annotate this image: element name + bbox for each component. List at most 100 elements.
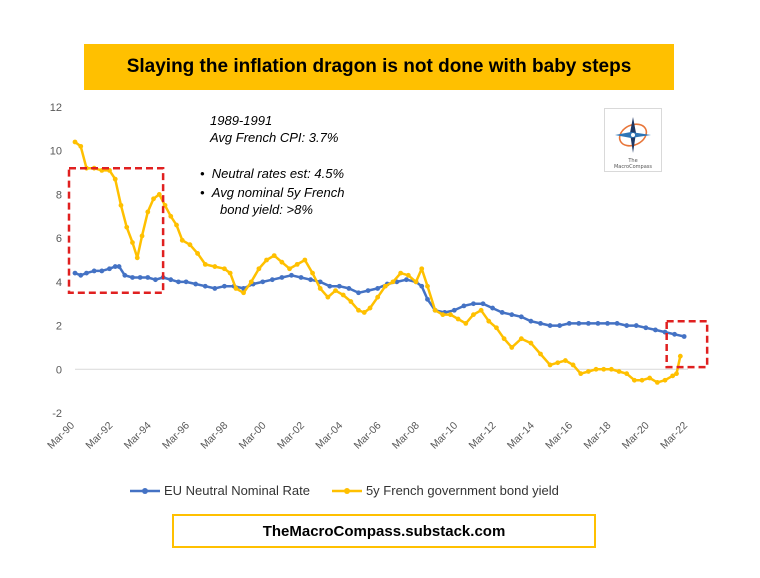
data-point-eu [681, 334, 687, 339]
data-point-eu [499, 310, 505, 315]
series-line-eu [74, 265, 685, 338]
x-tick-label: Mar-14 [505, 420, 537, 452]
data-point-fr [413, 279, 419, 285]
data-point-fr [78, 143, 84, 149]
data-point-fr [124, 224, 130, 230]
data-point-fr [528, 340, 534, 346]
data-point-fr [538, 351, 543, 357]
data-point-fr [174, 222, 179, 228]
data-point-eu [518, 314, 524, 320]
data-point-eu [84, 270, 89, 276]
annotation-bullet-1: • Neutral rates est: 4.5% [200, 166, 345, 181]
data-point-fr [325, 294, 331, 300]
data-point-eu [480, 301, 486, 307]
annotation-bullet-2: • Avg nominal 5y French [200, 185, 345, 200]
data-point-eu [99, 268, 105, 274]
data-point-eu [425, 296, 430, 302]
data-point-fr [662, 377, 668, 383]
annotation-period: 1989-1991 [210, 113, 273, 128]
data-point-eu [538, 320, 543, 326]
data-point-eu [672, 331, 677, 337]
data-point-eu [289, 272, 294, 278]
data-point-fr [375, 294, 381, 300]
data-point-eu [145, 275, 151, 280]
data-point-fr [340, 292, 346, 298]
data-point-fr [547, 362, 553, 368]
data-point-eu [116, 264, 122, 269]
data-point-fr [518, 336, 524, 342]
data-point-fr [212, 264, 218, 269]
data-point-fr [241, 290, 246, 296]
data-point-fr [398, 270, 404, 276]
data-point-fr [509, 345, 515, 350]
footer-url[interactable]: TheMacroCompass.substack.com [262, 522, 506, 540]
data-point-eu [202, 283, 208, 289]
chart-title-box: Slaying the inflation dragon is not done… [84, 44, 674, 90]
x-tick-label: Mar-18 [581, 420, 613, 452]
data-point-fr [248, 279, 254, 285]
x-tick-label: Mar-96 [160, 420, 192, 452]
data-point-eu [595, 320, 601, 326]
x-tick-label: Mar-10 [428, 420, 460, 452]
data-point-eu [107, 266, 112, 272]
annotation-bullet-1-text: Neutral rates est: 4.5% [211, 166, 345, 181]
chart-title: Slaying the inflation dragon is not done… [126, 56, 632, 77]
data-point-eu [269, 277, 275, 283]
x-tick-label: Mar-06 [352, 420, 384, 452]
data-point-fr [405, 272, 411, 278]
data-point-fr [639, 377, 645, 383]
y-tick-label: 4 [56, 277, 62, 289]
data-point-fr [287, 266, 292, 272]
chart-area: -2 0 2 4 6 8 10 12 Mar-90 Mar-92 Mar-94 Mar-96 Mar-9… [45, 102, 709, 452]
data-point-fr [593, 366, 599, 372]
data-point-eu [557, 323, 563, 328]
data-point-eu [308, 277, 314, 283]
data-point-fr [233, 286, 239, 291]
data-point-fr [168, 213, 174, 219]
data-point-fr [608, 366, 614, 372]
data-point-fr [139, 233, 145, 239]
data-point-eu [183, 279, 189, 285]
data-point-eu [653, 327, 658, 333]
data-point-fr [478, 307, 484, 313]
data-point-fr [256, 266, 262, 272]
data-point-fr [555, 360, 561, 366]
data-point-eu [176, 279, 181, 285]
data-point-eu [72, 270, 78, 276]
data-point-eu [404, 277, 409, 283]
data-point-eu [585, 320, 591, 326]
data-point-fr [294, 261, 300, 267]
y-tick-label: -2 [52, 408, 62, 420]
data-point-fr [432, 307, 438, 313]
data-point-eu [336, 283, 342, 289]
data-point-fr [448, 312, 453, 318]
data-point-eu [461, 303, 467, 309]
data-point-eu [279, 275, 285, 280]
data-point-eu [122, 272, 128, 278]
data-point-fr [425, 283, 430, 289]
data-point-fr [585, 369, 591, 374]
x-tick-label: Mar-04 [313, 420, 345, 452]
compass-icon: The MacroCompass [614, 117, 652, 170]
x-tick-label: Mar-12 [467, 420, 499, 452]
x-tick-label: Mar-94 [122, 420, 154, 452]
data-point-eu [130, 275, 135, 280]
x-tick-label: Mar-08 [390, 420, 422, 452]
x-tick-label: Mar-02 [275, 420, 307, 452]
data-point-eu [566, 320, 572, 326]
data-point-fr [302, 257, 308, 263]
y-tick-label: 2 [56, 321, 62, 333]
data-point-fr [317, 286, 323, 291]
data-point-fr [348, 299, 354, 304]
data-point-fr [670, 373, 676, 379]
data-point-fr [570, 362, 576, 368]
annotation-bullet-2-cont: bond yield: >8% [220, 202, 313, 217]
data-point-eu [317, 279, 323, 285]
data-point-fr [279, 259, 285, 265]
data-point-fr [390, 279, 396, 285]
data-point-fr [227, 270, 233, 276]
x-tick-label: Mar-22 [658, 420, 690, 452]
data-point-fr [195, 251, 201, 256]
data-point-eu [153, 277, 158, 283]
data-point-eu [490, 305, 496, 311]
